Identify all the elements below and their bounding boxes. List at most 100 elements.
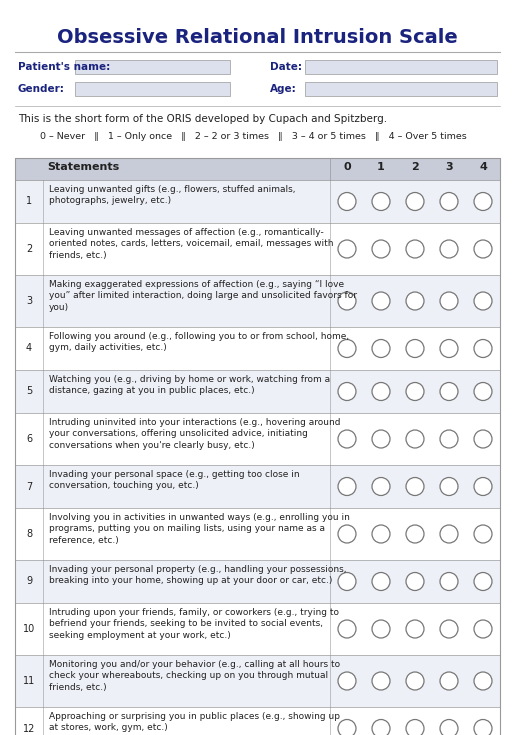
Text: 5: 5 bbox=[26, 387, 32, 396]
Text: 1: 1 bbox=[26, 196, 32, 207]
FancyBboxPatch shape bbox=[15, 413, 500, 465]
Circle shape bbox=[474, 478, 492, 495]
Circle shape bbox=[406, 525, 424, 543]
Circle shape bbox=[474, 340, 492, 357]
Circle shape bbox=[372, 720, 390, 735]
FancyBboxPatch shape bbox=[15, 603, 500, 655]
Circle shape bbox=[440, 672, 458, 690]
Circle shape bbox=[440, 720, 458, 735]
Circle shape bbox=[440, 620, 458, 638]
Circle shape bbox=[338, 672, 356, 690]
Text: 3: 3 bbox=[445, 162, 453, 172]
Circle shape bbox=[372, 340, 390, 357]
Circle shape bbox=[372, 525, 390, 543]
Circle shape bbox=[406, 573, 424, 590]
Text: Following you around (e.g., following you to or from school, home,
gym, daily ac: Following you around (e.g., following yo… bbox=[49, 332, 349, 353]
Text: Making exaggerated expressions of affection (e.g., saying “I love
you” after lim: Making exaggerated expressions of affect… bbox=[49, 280, 357, 312]
Circle shape bbox=[338, 193, 356, 210]
Circle shape bbox=[440, 193, 458, 210]
FancyBboxPatch shape bbox=[305, 82, 497, 96]
Circle shape bbox=[372, 382, 390, 401]
Circle shape bbox=[440, 478, 458, 495]
FancyBboxPatch shape bbox=[15, 560, 500, 603]
Circle shape bbox=[406, 382, 424, 401]
FancyBboxPatch shape bbox=[75, 82, 230, 96]
FancyBboxPatch shape bbox=[15, 465, 500, 508]
Circle shape bbox=[474, 292, 492, 310]
Circle shape bbox=[406, 672, 424, 690]
Circle shape bbox=[338, 292, 356, 310]
Text: 10: 10 bbox=[23, 624, 35, 634]
Text: 0 – Never   ‖   1 – Only once   ‖   2 – 2 or 3 times   ‖   3 – 4 or 5 times   ‖ : 0 – Never ‖ 1 – Only once ‖ 2 – 2 or 3 t… bbox=[40, 132, 467, 141]
Circle shape bbox=[338, 720, 356, 735]
Text: 9: 9 bbox=[26, 576, 32, 587]
FancyBboxPatch shape bbox=[15, 327, 500, 370]
Circle shape bbox=[338, 382, 356, 401]
Text: Age:: Age: bbox=[270, 84, 297, 94]
FancyBboxPatch shape bbox=[15, 180, 500, 223]
Circle shape bbox=[406, 240, 424, 258]
Circle shape bbox=[338, 430, 356, 448]
Text: 0: 0 bbox=[343, 162, 351, 172]
Circle shape bbox=[406, 620, 424, 638]
Circle shape bbox=[406, 193, 424, 210]
Text: Intruding upon your friends, family, or coworkers (e.g., trying to
befriend your: Intruding upon your friends, family, or … bbox=[49, 608, 339, 640]
Circle shape bbox=[406, 478, 424, 495]
Circle shape bbox=[406, 430, 424, 448]
Circle shape bbox=[406, 340, 424, 357]
Text: Gender:: Gender: bbox=[18, 84, 65, 94]
Circle shape bbox=[406, 720, 424, 735]
Text: 3: 3 bbox=[26, 296, 32, 306]
Circle shape bbox=[338, 340, 356, 357]
Text: Invading your personal property (e.g., handling your possessions,
breaking into : Invading your personal property (e.g., h… bbox=[49, 565, 347, 586]
Text: Leaving unwanted gifts (e.g., flowers, stuffed animals,
photographs, jewelry, et: Leaving unwanted gifts (e.g., flowers, s… bbox=[49, 185, 296, 206]
Circle shape bbox=[372, 620, 390, 638]
Circle shape bbox=[440, 573, 458, 590]
Circle shape bbox=[338, 620, 356, 638]
Text: 2: 2 bbox=[26, 244, 32, 254]
Text: This is the short form of the ORIS developed by Cupach and Spitzberg.: This is the short form of the ORIS devel… bbox=[18, 114, 387, 124]
Circle shape bbox=[474, 193, 492, 210]
Text: 4: 4 bbox=[479, 162, 487, 172]
Circle shape bbox=[474, 240, 492, 258]
Text: 7: 7 bbox=[26, 481, 32, 492]
Circle shape bbox=[372, 672, 390, 690]
FancyBboxPatch shape bbox=[15, 707, 500, 735]
Text: 12: 12 bbox=[23, 723, 35, 734]
Text: Leaving unwanted messages of affection (e.g., romantically-
oriented notes, card: Leaving unwanted messages of affection (… bbox=[49, 228, 334, 260]
Circle shape bbox=[372, 573, 390, 590]
Text: 8: 8 bbox=[26, 529, 32, 539]
Text: 4: 4 bbox=[26, 343, 32, 354]
Text: Date:: Date: bbox=[270, 62, 302, 72]
Circle shape bbox=[338, 525, 356, 543]
Circle shape bbox=[474, 573, 492, 590]
FancyBboxPatch shape bbox=[15, 158, 500, 180]
FancyBboxPatch shape bbox=[15, 275, 500, 327]
Text: Monitoring you and/or your behavior (e.g., calling at all hours to
check your wh: Monitoring you and/or your behavior (e.g… bbox=[49, 660, 340, 692]
Circle shape bbox=[440, 525, 458, 543]
Text: 1: 1 bbox=[377, 162, 385, 172]
Circle shape bbox=[474, 382, 492, 401]
Text: Intruding uninvited into your interactions (e.g., hovering around
your conversat: Intruding uninvited into your interactio… bbox=[49, 418, 340, 450]
FancyBboxPatch shape bbox=[15, 508, 500, 560]
Circle shape bbox=[338, 240, 356, 258]
Circle shape bbox=[338, 573, 356, 590]
Circle shape bbox=[474, 672, 492, 690]
FancyBboxPatch shape bbox=[75, 60, 230, 74]
FancyBboxPatch shape bbox=[15, 655, 500, 707]
FancyBboxPatch shape bbox=[15, 223, 500, 275]
Circle shape bbox=[474, 620, 492, 638]
Circle shape bbox=[372, 478, 390, 495]
Text: Approaching or surprising you in public places (e.g., showing up
at stores, work: Approaching or surprising you in public … bbox=[49, 712, 340, 733]
Circle shape bbox=[372, 240, 390, 258]
Text: Watching you (e.g., driving by home or work, watching from a
distance, gazing at: Watching you (e.g., driving by home or w… bbox=[49, 375, 330, 395]
Text: 6: 6 bbox=[26, 434, 32, 444]
Circle shape bbox=[440, 292, 458, 310]
Circle shape bbox=[474, 430, 492, 448]
Circle shape bbox=[372, 430, 390, 448]
Circle shape bbox=[440, 382, 458, 401]
Text: Involving you in activities in unwanted ways (e.g., enrolling you in
programs, p: Involving you in activities in unwanted … bbox=[49, 513, 350, 545]
Circle shape bbox=[440, 340, 458, 357]
FancyBboxPatch shape bbox=[305, 60, 497, 74]
Text: Obsessive Relational Intrusion Scale: Obsessive Relational Intrusion Scale bbox=[57, 28, 458, 47]
